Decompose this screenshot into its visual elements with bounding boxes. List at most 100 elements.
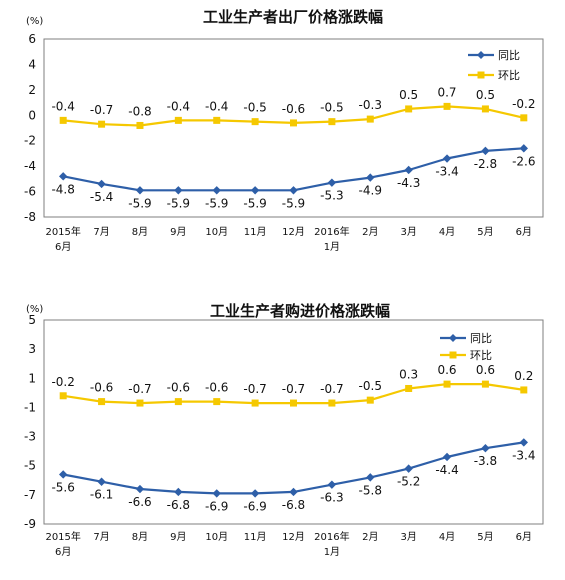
y-tick-label: -3 — [24, 430, 36, 444]
data-label: -0.6 — [167, 381, 190, 395]
data-label: -0.6 — [282, 102, 305, 116]
data-label: -3.8 — [474, 454, 497, 468]
x-tick-label: 1月 — [324, 546, 340, 558]
chart-title: 工业生产者出厂价格涨跌幅 — [203, 8, 383, 26]
data-point — [58, 470, 68, 479]
x-tick-label: 10月 — [205, 226, 228, 238]
data-label: -0.5 — [243, 101, 266, 115]
data-label: -5.6 — [51, 480, 74, 494]
data-label: -3.4 — [435, 165, 458, 179]
data-label: -6.9 — [243, 499, 266, 513]
x-tick-label: 2月 — [362, 531, 378, 543]
data-point — [366, 115, 374, 123]
y-axis-unit: (%) — [26, 16, 43, 27]
legend-marker — [477, 71, 485, 79]
data-point — [136, 121, 144, 129]
plot-frame — [43, 319, 544, 525]
data-label: -0.7 — [128, 382, 151, 396]
data-point — [98, 398, 106, 406]
data-label: -0.3 — [359, 98, 382, 112]
y-tick-label: 6 — [28, 32, 36, 46]
data-point — [251, 399, 259, 407]
x-tick-label: 10月 — [205, 531, 228, 543]
data-point — [59, 116, 67, 124]
data-label: -2.6 — [512, 154, 535, 168]
data-label: -5.9 — [282, 196, 305, 210]
data-point — [213, 398, 221, 406]
x-tick-label: 1月 — [324, 241, 340, 253]
data-point — [98, 120, 106, 128]
data-point — [328, 399, 336, 407]
data-point — [212, 489, 221, 498]
data-point — [366, 396, 374, 404]
data-label: -4.4 — [435, 463, 458, 477]
y-tick-label: 1 — [28, 371, 36, 385]
y-tick-label: 0 — [28, 108, 36, 122]
data-point — [442, 154, 452, 163]
x-tick-label: 4月 — [439, 531, 455, 543]
data-point — [289, 487, 298, 497]
data-point — [97, 179, 106, 189]
data-label: 0.5 — [476, 88, 495, 102]
x-tick-label: 7月 — [93, 226, 109, 238]
x-tick-label: 5月 — [477, 531, 493, 543]
data-label: -5.9 — [243, 196, 266, 210]
data-label: -0.4 — [205, 99, 228, 113]
data-label: -0.2 — [512, 97, 535, 111]
x-tick-label: 7月 — [93, 531, 109, 543]
x-tick-label: 6月 — [516, 226, 532, 238]
y-tick-label: 4 — [28, 57, 36, 71]
data-point — [404, 165, 413, 175]
y-tick-label: -1 — [24, 400, 36, 414]
y-tick-label: -2 — [24, 134, 36, 148]
chart-title: 工业生产者购进价格涨跌幅 — [210, 302, 390, 320]
y-tick-label: -5 — [24, 459, 36, 473]
data-label: -0.2 — [51, 375, 74, 389]
data-label: -6.3 — [320, 491, 343, 505]
data-point — [250, 186, 260, 195]
data-point — [174, 186, 183, 195]
x-tick-label: 2016年 — [314, 225, 349, 238]
data-label: -0.4 — [167, 99, 190, 113]
data-point — [250, 489, 260, 498]
x-tick-label: 11月 — [244, 226, 267, 238]
data-point — [405, 105, 413, 113]
plot-frame — [43, 38, 544, 218]
data-label: -6.8 — [167, 498, 190, 512]
data-label: -0.7 — [282, 382, 305, 396]
data-label: -0.5 — [359, 379, 382, 393]
data-point — [405, 384, 413, 392]
data-point — [174, 487, 183, 497]
x-tick-label: 11月 — [244, 531, 267, 543]
x-tick-label: 6月 — [55, 241, 71, 253]
data-point — [520, 386, 528, 394]
data-label: -0.4 — [51, 99, 74, 113]
data-point — [519, 438, 529, 447]
data-label: -4.9 — [359, 184, 382, 198]
data-point — [404, 464, 413, 473]
data-point — [328, 118, 336, 126]
x-tick-label: 9月 — [170, 226, 186, 238]
data-label: -0.5 — [320, 101, 343, 115]
data-point — [481, 105, 489, 113]
data-point — [213, 116, 221, 124]
x-tick-label: 5月 — [477, 226, 493, 238]
x-tick-label: 6月 — [516, 531, 532, 543]
y-axis-unit: (%) — [26, 304, 43, 315]
x-tick-label: 9月 — [170, 531, 186, 543]
data-label: -0.8 — [128, 104, 151, 118]
data-label: 0.5 — [399, 88, 418, 102]
x-tick-label: 6月 — [55, 546, 71, 558]
data-point — [481, 444, 490, 453]
data-label: -6.1 — [90, 488, 113, 502]
data-label: -5.3 — [320, 189, 343, 203]
y-tick-label: 2 — [28, 83, 36, 97]
data-point — [519, 144, 529, 153]
data-point — [481, 380, 489, 388]
data-label: -5.8 — [359, 483, 382, 497]
data-label: -0.7 — [90, 103, 113, 117]
data-point — [135, 186, 145, 195]
legend-marker — [477, 51, 485, 59]
x-tick-label: 2015年 — [45, 225, 80, 238]
